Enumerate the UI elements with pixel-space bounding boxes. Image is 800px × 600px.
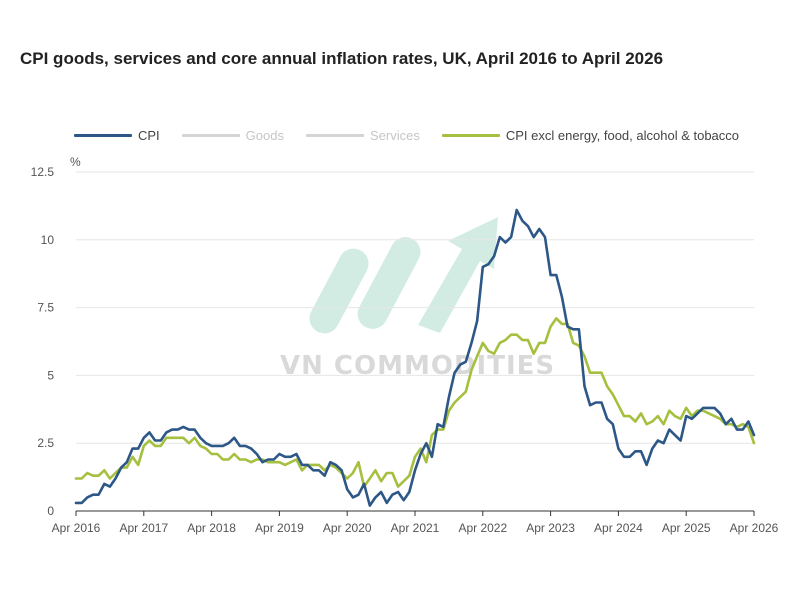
x-tick-label: Apr 2016: [52, 521, 101, 535]
legend-swatch-cpi: [74, 133, 132, 137]
legend-item-goods[interactable]: Goods: [181, 127, 284, 143]
x-tick-label: Apr 2018: [187, 521, 236, 535]
legend: CPI Goods Services CPI excl energy, food…: [74, 126, 761, 144]
y-tick-label: 12.5: [31, 165, 55, 179]
grid-lines: [76, 171, 754, 444]
y-tick-label: 2.5: [37, 436, 54, 450]
legend-item-cpi[interactable]: CPI: [74, 128, 160, 143]
chart-title: CPI goods, services and core annual infl…: [20, 49, 664, 68]
watermark: VN COMMODITIES: [280, 205, 556, 385]
legend-swatch-goods: [181, 133, 240, 137]
legend-label-goods: Goods: [245, 127, 284, 143]
x-tick-label: Apr 2022: [458, 521, 507, 535]
x-tick-label: Apr 2021: [391, 521, 440, 535]
x-tick-label: Apr 2023: [526, 521, 575, 535]
legend-swatch-core: [441, 133, 500, 137]
x-tick-label: Apr 2020: [323, 521, 372, 535]
x-tick-label: Apr 2019: [255, 521, 304, 535]
x-axis: Apr 2016 Apr 2017 Apr 2018 Apr 2019 Apr 2020…: [52, 510, 779, 535]
legend-label-cpi: CPI: [138, 127, 160, 143]
y-tick-label: 7.5: [37, 301, 54, 315]
series-line-cpi[interactable]: [74, 208, 756, 507]
x-tick-label: Apr 2017: [119, 521, 168, 535]
series-lines: [74, 208, 756, 507]
x-tick-label: Apr 2026: [730, 521, 779, 535]
legend-label-core: CPI excl energy, food, alcohol & tobacco: [505, 127, 740, 143]
legend-label-services: Services: [369, 127, 420, 143]
series-line-core[interactable]: [74, 317, 756, 488]
y-axis-ticks: 0 2.5 5 7.5 10 12.5: [31, 165, 55, 518]
watermark-logo-icon: [309, 217, 498, 334]
y-tick-label: 0: [47, 504, 54, 518]
y-axis-unit: %: [70, 155, 81, 169]
legend-item-services[interactable]: Services: [305, 127, 420, 143]
watermark-text: VN COMMODITIES: [280, 351, 556, 381]
y-tick-label: 5: [47, 368, 54, 382]
legend-swatch-services: [305, 133, 364, 137]
legend-item-core[interactable]: CPI excl energy, food, alcohol & tobacco: [441, 127, 740, 143]
y-tick-label: 10: [41, 233, 55, 247]
x-tick-label: Apr 2024: [594, 521, 643, 535]
x-tick-label: Apr 2025: [662, 521, 711, 535]
